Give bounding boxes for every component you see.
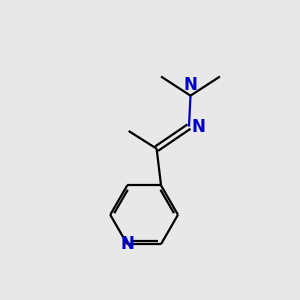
- Text: N: N: [191, 118, 205, 136]
- Text: N: N: [120, 235, 134, 253]
- Text: N: N: [184, 76, 197, 94]
